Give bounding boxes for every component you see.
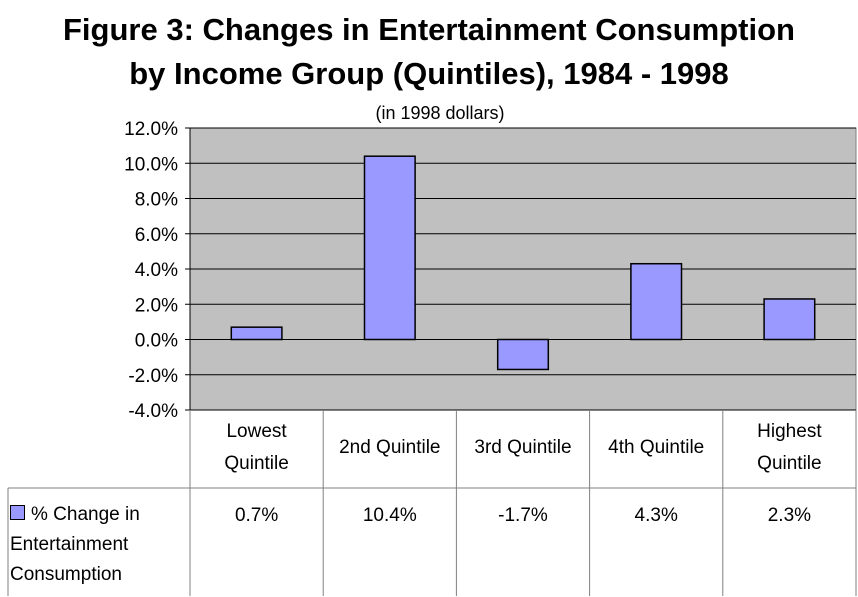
chart-subtitle: (in 1998 dollars) <box>375 103 505 123</box>
y-tick-label: -2.0% <box>128 366 178 387</box>
legend-line-1: % Change in <box>31 504 140 525</box>
legend-entry: % Change in Entertainment Consumption <box>10 500 190 590</box>
chart-title-line2: by Income Group (Quintiles), 1984 - 1998 <box>129 56 729 91</box>
y-tick-label: 12.0% <box>124 119 178 140</box>
y-tick-label: 2.0% <box>135 295 178 316</box>
value-label-2: 10.4% <box>362 505 417 526</box>
value-label-4: 4.3% <box>634 505 678 526</box>
y-tick-label: -4.0% <box>128 401 178 422</box>
value-label-3: -1.7% <box>498 505 548 526</box>
legend-swatch <box>10 505 25 521</box>
category-label-2: 2nd Quintile <box>339 437 441 458</box>
category-label-1: Lowest Quintile <box>224 421 289 474</box>
value-label-5: 2.3% <box>767 505 812 526</box>
y-tick-label: 8.0% <box>135 190 178 211</box>
category-label-4: 4th Quintile <box>608 437 705 458</box>
y-tick-label: 10.0% <box>124 154 178 175</box>
bar-2 <box>363 155 416 341</box>
legend-line-3: Consumption <box>10 564 122 585</box>
bar-4 <box>630 262 683 341</box>
bar-1 <box>230 326 283 341</box>
chart-title-line1: Figure 3: Changes in Entertainment Consu… <box>63 12 795 47</box>
y-tick-label: 4.0% <box>135 260 178 281</box>
y-tick-label: 6.0% <box>135 225 178 246</box>
bar-3 <box>496 338 550 371</box>
bar-5 <box>763 298 816 341</box>
category-label-3: 3rd Quintile <box>474 437 572 458</box>
category-label-5: Highest Quintile <box>757 421 822 474</box>
legend-line-2: Entertainment <box>10 534 129 555</box>
value-label-1: 0.7% <box>234 505 279 526</box>
y-tick-label: 0.0% <box>135 331 178 352</box>
